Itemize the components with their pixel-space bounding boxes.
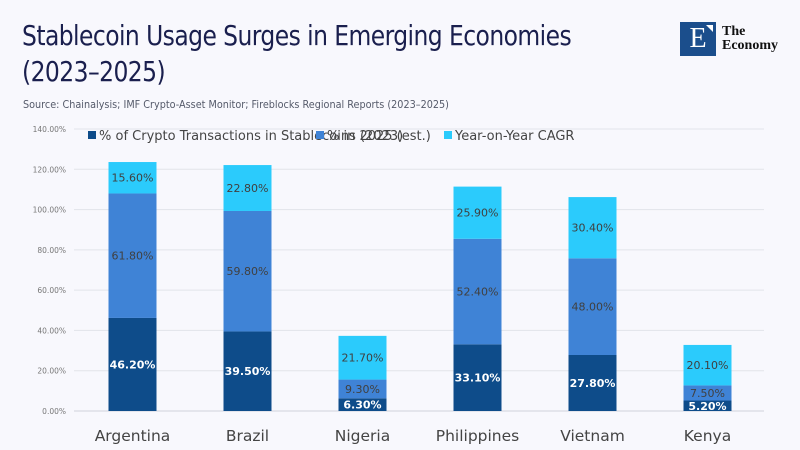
bar-segment-argentina-0 xyxy=(108,317,157,411)
data-label: 33.10% xyxy=(455,372,501,385)
category-label: Brazil xyxy=(226,427,269,445)
logo-line1: The xyxy=(722,24,746,39)
bar-segment-philippines-2 xyxy=(453,186,502,239)
data-label: 22.80% xyxy=(227,182,269,195)
data-label: 15.60% xyxy=(112,172,154,185)
bar-segment-kenya-1 xyxy=(683,385,732,401)
bar-segment-nigeria-2 xyxy=(338,335,387,380)
y-axis-ticks: 0.00% 20.00% 40.00% 60.00% 80.00% 100.00% 120.… xyxy=(33,125,66,416)
gridlines xyxy=(74,128,764,412)
data-label: 21.70% xyxy=(342,352,384,365)
data-label: 59.80% xyxy=(227,265,269,278)
data-label: 46.20% xyxy=(110,358,156,371)
y-tick-label: 0.00% xyxy=(42,407,66,416)
bar-segment-kenya-2 xyxy=(683,344,732,386)
the-economy-logo: E The Economy xyxy=(680,22,778,56)
category-label: Nigeria xyxy=(335,427,390,445)
data-label: 20.10% xyxy=(687,359,729,372)
data-label: 27.80% xyxy=(570,377,616,390)
legend-label: Year-on-Year CAGR xyxy=(454,129,574,144)
data-label: 25.90% xyxy=(457,207,499,220)
chart-title-line2: (2023–2025) xyxy=(22,55,166,88)
bar-segment-brazil-0 xyxy=(223,331,272,411)
category-label: Argentina xyxy=(95,427,171,445)
y-tick-label: 60.00% xyxy=(37,286,66,295)
legend: % of Crypto Transactions in Stablecoins … xyxy=(88,129,574,144)
legend-swatch xyxy=(316,131,324,139)
y-tick-label: 100.00% xyxy=(33,206,66,215)
data-label: 39.50% xyxy=(225,365,271,378)
legend-swatch xyxy=(444,131,452,139)
y-tick-label: 120.00% xyxy=(33,165,66,174)
data-label: 52.40% xyxy=(457,286,499,299)
bar-segment-kenya-0 xyxy=(683,400,732,411)
bar-segment-vietnam-0 xyxy=(568,355,617,411)
data-label: 7.50% xyxy=(690,387,725,400)
bar-segment-philippines-1 xyxy=(453,238,502,345)
bar-segment-nigeria-0 xyxy=(338,398,387,411)
chart-title: Stablecoin Usage Surges in Emerging Econ… xyxy=(22,18,617,90)
bars xyxy=(108,162,732,411)
bar-segment-vietnam-2 xyxy=(568,197,617,259)
data-label: 5.20% xyxy=(688,400,726,413)
bar-segment-argentina-1 xyxy=(108,193,157,318)
data-label: 48.00% xyxy=(572,301,614,314)
y-tick-label: 40.00% xyxy=(37,326,66,335)
data-label: 6.30% xyxy=(343,399,381,412)
legend-label: % in 2025 (est.) xyxy=(327,129,431,144)
category-label: Philippines xyxy=(436,427,520,445)
y-tick-label: 80.00% xyxy=(37,246,66,255)
legend-swatch xyxy=(88,131,96,139)
data-labels: 46.20% 61.80% 15.60% 39.50% 59.80% 22.80% 6.30… xyxy=(110,172,729,413)
bar-segment-philippines-0 xyxy=(453,344,502,411)
legend-label: % of Crypto Transactions in Stablecoins … xyxy=(99,129,403,144)
data-label: 61.80% xyxy=(112,250,154,263)
bar-segment-brazil-1 xyxy=(223,210,272,332)
chart-title-line1: Stablecoin Usage Surges in Emerging Econ… xyxy=(22,19,572,52)
logo-mark-icon: E xyxy=(680,22,716,56)
category-label: Vietnam xyxy=(560,427,625,445)
bar-segment-nigeria-1 xyxy=(338,379,387,399)
x-axis-categories: Argentina Brazil Nigeria Philippines Vietnam… xyxy=(95,427,732,445)
category-label: Kenya xyxy=(684,427,731,445)
source-note: Source: Chainalysis; IMF Crypto-Asset Mo… xyxy=(23,99,449,111)
data-label: 9.30% xyxy=(345,383,380,396)
bar-segment-brazil-2 xyxy=(223,165,272,211)
y-tick-label: 20.00% xyxy=(37,367,66,376)
logo-line2: Economy xyxy=(722,38,778,53)
bar-segment-vietnam-1 xyxy=(568,258,617,356)
bar-segment-argentina-2 xyxy=(108,162,157,194)
logo-wordmark: The Economy xyxy=(722,25,778,53)
y-tick-label: 140.00% xyxy=(33,125,66,134)
data-label: 30.40% xyxy=(572,222,614,235)
